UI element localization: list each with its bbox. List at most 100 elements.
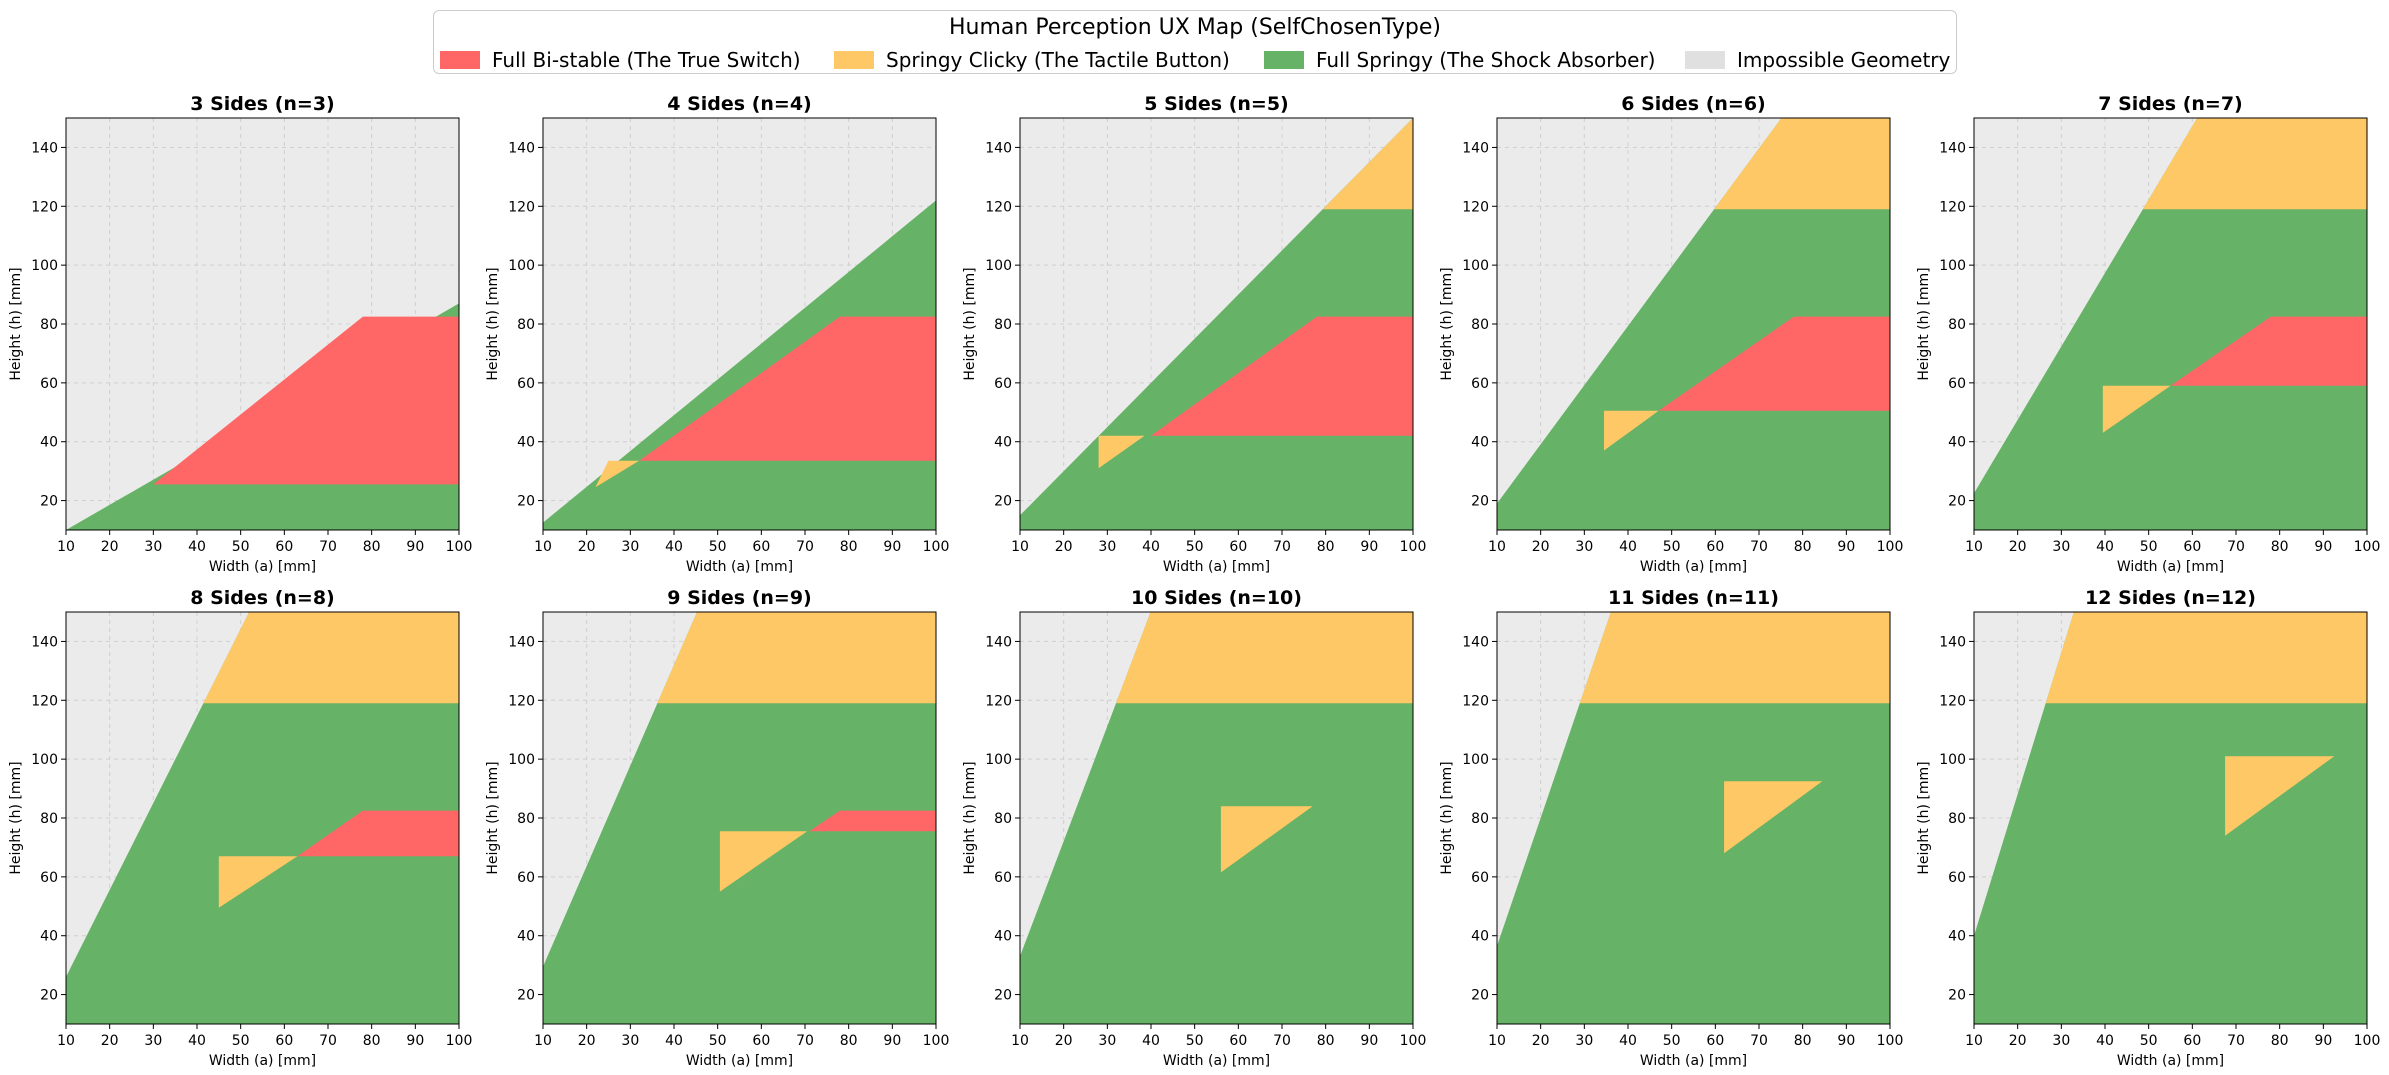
x-tick-label: 50: [2140, 539, 2158, 555]
x-tick-label: 90: [1837, 539, 1855, 555]
y-axis-label: Height (h) [mm]: [962, 267, 978, 380]
x-axis-label: Width (a) [mm]: [1163, 559, 1270, 575]
y-tick-label: 100: [1462, 258, 1489, 274]
y-tick-label: 20: [517, 494, 535, 510]
panel-n11: 10 20 30 40 50 60 70 80 90 100 20 40 60 80 100 120 140 Wi…: [1439, 587, 1904, 1069]
clicky-triangle-region: [1098, 435, 1145, 469]
x-tick-label: 10: [1011, 1033, 1029, 1049]
x-tick-label: 40: [1142, 539, 1160, 555]
x-tick-label: 60: [752, 539, 770, 555]
x-tick-label: 100: [2354, 539, 2381, 555]
y-axis-label: Height (h) [mm]: [8, 761, 24, 874]
x-tick-label: 100: [923, 1033, 950, 1049]
springy-region: [1020, 612, 1413, 1024]
y-tick-label: 120: [985, 693, 1012, 709]
x-tick-label: 40: [665, 1033, 683, 1049]
x-tick-label: 90: [1837, 1033, 1855, 1049]
bistable-region: [639, 316, 936, 461]
y-axis-label: Height (h) [mm]: [485, 267, 501, 380]
y-axis-label: Height (h) [mm]: [485, 761, 501, 874]
y-tick-label: 80: [517, 811, 535, 827]
x-tick-label: 100: [446, 539, 473, 555]
y-tick-label: 80: [517, 317, 535, 333]
x-axis-label: Width (a) [mm]: [1163, 1053, 1270, 1069]
x-tick-label: 100: [1877, 1033, 1904, 1049]
x-tick-label: 60: [275, 539, 293, 555]
panel-title: 7 Sides (n=7): [2098, 93, 2242, 115]
x-tick-label: 20: [2009, 539, 2027, 555]
y-tick-label: 100: [985, 752, 1012, 768]
plot-area: [66, 118, 459, 530]
x-tick-label: 90: [883, 1033, 901, 1049]
x-axis-label: Width (a) [mm]: [1640, 559, 1747, 575]
legend-item-impossible: Impossible Geometry: [1685, 47, 1950, 73]
springy-region: [1974, 118, 2367, 530]
y-tick-label: 60: [1948, 870, 1966, 886]
bistable-region: [1151, 316, 1413, 436]
x-axis-label: Width (a) [mm]: [209, 1053, 316, 1069]
y-tick-label: 140: [985, 140, 1012, 156]
x-tick-label: 20: [578, 1033, 596, 1049]
y-tick-label: 80: [994, 317, 1012, 333]
clicky-triangle-region: [719, 831, 808, 892]
legend-swatch-clicky: [834, 51, 874, 69]
x-tick-label: 10: [534, 539, 552, 555]
bistable-region: [809, 810, 936, 832]
x-tick-label: 40: [2096, 539, 2114, 555]
x-tick-label: 100: [1400, 539, 1427, 555]
legend-item-clicky: Springy Clicky (The Tactile Button): [834, 47, 1230, 73]
y-tick-label: 20: [1948, 494, 1966, 510]
x-tick-label: 20: [101, 539, 119, 555]
springy-region: [543, 612, 936, 1024]
plot-area: [1497, 118, 1890, 530]
y-tick-label: 20: [517, 988, 535, 1004]
x-tick-label: 40: [188, 539, 206, 555]
x-tick-label: 80: [1317, 539, 1335, 555]
y-axis-label: Height (h) [mm]: [8, 267, 24, 380]
y-tick-label: 60: [1471, 870, 1489, 886]
x-tick-label: 30: [144, 1033, 162, 1049]
x-tick-label: 70: [1750, 539, 1768, 555]
x-tick-label: 60: [752, 1033, 770, 1049]
x-tick-label: 20: [1055, 1033, 1073, 1049]
legend-label-bistable: Full Bi-stable (The True Switch): [492, 48, 801, 72]
x-tick-label: 20: [101, 1033, 119, 1049]
y-tick-label: 60: [517, 870, 535, 886]
y-tick-label: 80: [1471, 317, 1489, 333]
x-tick-label: 90: [406, 539, 424, 555]
x-tick-label: 70: [1750, 1033, 1768, 1049]
y-tick-label: 40: [40, 929, 58, 945]
x-tick-label: 80: [2271, 1033, 2289, 1049]
x-tick-label: 10: [534, 1033, 552, 1049]
y-tick-label: 40: [517, 929, 535, 945]
plot-area: [543, 612, 936, 1024]
x-tick-label: 80: [363, 1033, 381, 1049]
y-tick-label: 100: [31, 752, 58, 768]
panel-title: 11 Sides (n=11): [1608, 587, 1779, 609]
y-tick-label: 40: [994, 929, 1012, 945]
x-tick-label: 80: [840, 539, 858, 555]
plot-area: [66, 612, 459, 1024]
y-tick-label: 120: [31, 199, 58, 215]
x-tick-label: 40: [188, 1033, 206, 1049]
x-tick-label: 30: [1098, 539, 1116, 555]
x-tick-label: 20: [1532, 1033, 1550, 1049]
clicky-band-region: [1116, 612, 1413, 704]
x-tick-label: 60: [2183, 539, 2201, 555]
panel-n8: 10 20 30 40 50 60 70 80 90 100 20 40 60 80 100 120 140 Wi…: [8, 587, 472, 1069]
x-tick-label: 30: [621, 1033, 639, 1049]
panel-n5: 10 20 30 40 50 60 70 80 90 100 20 40 60 80 100 120 140 Wi…: [962, 93, 1426, 575]
y-tick-label: 100: [508, 258, 535, 274]
plot-area: [1020, 118, 1413, 530]
x-tick-label: 70: [1273, 539, 1291, 555]
x-tick-label: 70: [2227, 539, 2245, 555]
clicky-band-region: [657, 612, 936, 704]
x-tick-label: 80: [363, 539, 381, 555]
y-tick-label: 20: [40, 988, 58, 1004]
panel-title: 5 Sides (n=5): [1144, 93, 1288, 115]
y-axis-label: Height (h) [mm]: [962, 761, 978, 874]
x-axis-label: Width (a) [mm]: [2117, 559, 2224, 575]
x-tick-label: 20: [1532, 539, 1550, 555]
y-tick-label: 80: [1948, 317, 1966, 333]
